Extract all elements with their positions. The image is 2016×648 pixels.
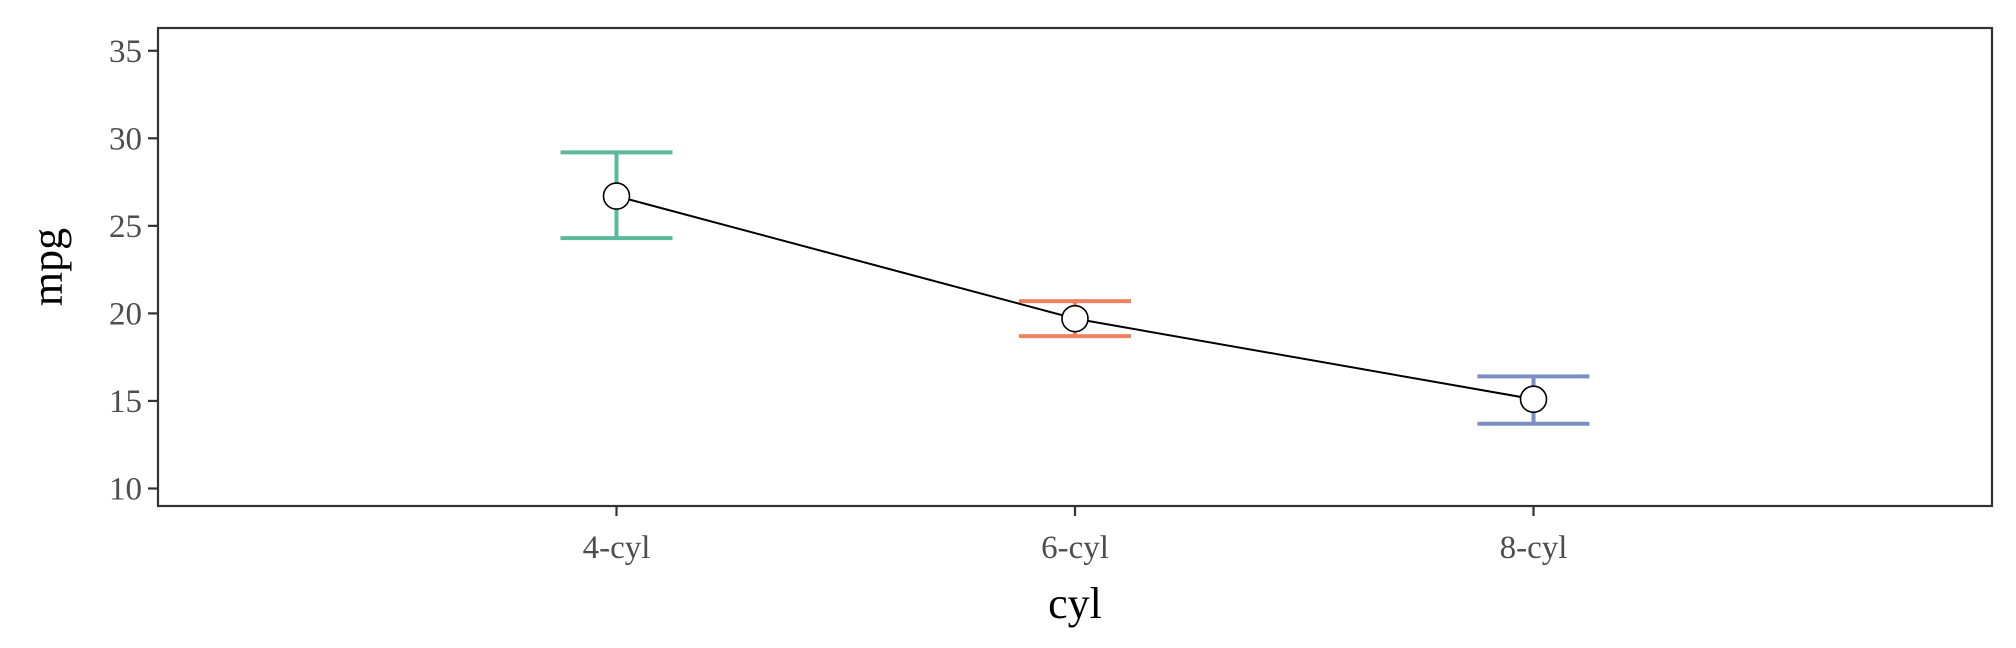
data-point	[1519, 385, 1548, 413]
y-tick-label: 25	[109, 209, 142, 245]
x-axis-title: cyl	[1048, 579, 1102, 628]
y-axis-title: mpg	[23, 228, 72, 306]
x-tick-label: 8-cyl	[1500, 530, 1568, 566]
y-tick-label: 10	[109, 471, 142, 507]
y-axis: 10 15 20 25 30 35	[109, 34, 158, 507]
x-tick-label: 6-cyl	[1041, 530, 1109, 566]
y-tick-label: 20	[109, 296, 142, 332]
y-tick-label: 35	[109, 34, 142, 70]
plot-panel	[156, 26, 1994, 508]
data-point	[602, 182, 631, 210]
x-tick-label: 4-cyl	[583, 530, 651, 566]
x-axis: 4-cyl 6-cyl 8-cyl	[583, 506, 1568, 566]
y-tick-label: 30	[109, 121, 142, 157]
y-tick-label: 15	[109, 384, 142, 420]
plot-marks	[560, 150, 1590, 426]
data-point	[1061, 304, 1089, 333]
